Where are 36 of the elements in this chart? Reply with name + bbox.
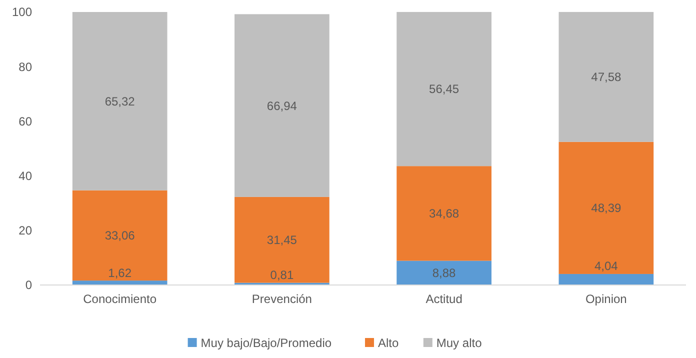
bar	[72, 190, 168, 281]
bar	[72, 12, 168, 190]
bar	[72, 280, 168, 285]
data-label: 65,32	[104, 94, 136, 108]
y-tick-label: 20	[18, 224, 32, 238]
bar	[558, 12, 654, 142]
y-tick-label: 100	[12, 5, 32, 20]
bar	[396, 166, 492, 261]
x-tick-label: Prevención	[252, 292, 312, 306]
x-tick-label: Conocimiento	[83, 292, 157, 306]
data-label: 4,04	[594, 259, 618, 274]
bar	[396, 260, 492, 285]
bar	[234, 14, 330, 197]
y-tick-label: 40	[18, 169, 32, 183]
x-tick-label: Opinion	[585, 292, 627, 306]
data-label: 48,39	[591, 201, 622, 216]
y-tick-label: 80	[18, 60, 32, 74]
data-label: 8,88	[432, 266, 456, 280]
data-label: 33,06	[104, 228, 136, 243]
bar	[234, 196, 330, 283]
data-label: 56,45	[429, 82, 460, 96]
bar	[558, 142, 654, 274]
data-label: 66,94	[266, 98, 298, 113]
legend-label: Alto	[378, 336, 400, 350]
legend-label: Muy bajo/Bajo/Promedio	[200, 336, 332, 350]
y-tick-label: 0	[25, 278, 32, 292]
data-label: 0,81	[270, 268, 294, 282]
bar	[558, 274, 654, 285]
data-label: 1,62	[108, 266, 132, 280]
data-label: 31,45	[266, 233, 298, 248]
data-label: 34,68	[429, 206, 460, 221]
y-tick-label: 60	[18, 114, 32, 128]
legend-label: Muy alto	[436, 336, 482, 350]
x-tick-label: Actitud	[426, 292, 462, 306]
bar	[396, 12, 492, 166]
data-label: 47,58	[591, 70, 622, 84]
